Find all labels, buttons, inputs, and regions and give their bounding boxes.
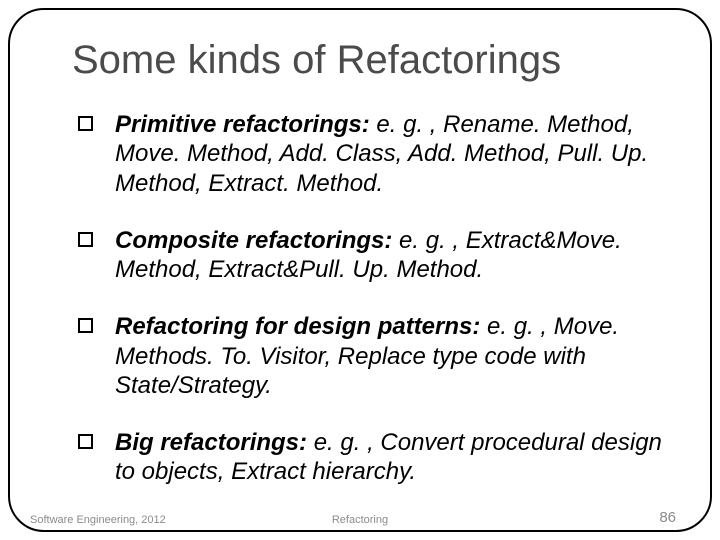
- item-label: Big refactorings:: [115, 429, 307, 456]
- list-item: Big refactorings: e. g. , Convert proced…: [78, 428, 670, 487]
- slide-title: Some kinds of Refactorings: [72, 38, 648, 83]
- item-text: Composite refactorings: e. g. , Extract&…: [115, 226, 670, 285]
- item-text: Primitive refactorings: e. g. , Rename. …: [115, 110, 670, 198]
- item-label: Primitive refactorings:: [115, 111, 370, 138]
- slide: Some kinds of Refactorings Primitive ref…: [0, 0, 720, 540]
- slide-body: Primitive refactorings: e. g. , Rename. …: [78, 110, 670, 487]
- item-label: Refactoring for design patterns:: [115, 313, 480, 340]
- checkbox-icon: [78, 434, 93, 449]
- checkbox-icon: [78, 318, 93, 333]
- checkbox-icon: [78, 232, 93, 247]
- checkbox-icon: [78, 116, 93, 131]
- list-item: Composite refactorings: e. g. , Extract&…: [78, 226, 670, 285]
- item-text: Refactoring for design patterns: e. g. ,…: [115, 312, 670, 400]
- list-item: Primitive refactorings: e. g. , Rename. …: [78, 110, 670, 198]
- footer-center: Refactoring: [0, 514, 720, 526]
- footer-page-number: 86: [659, 509, 676, 526]
- item-text: Big refactorings: e. g. , Convert proced…: [115, 428, 670, 487]
- list-item: Refactoring for design patterns: e. g. ,…: [78, 312, 670, 400]
- item-label: Composite refactorings:: [115, 227, 392, 254]
